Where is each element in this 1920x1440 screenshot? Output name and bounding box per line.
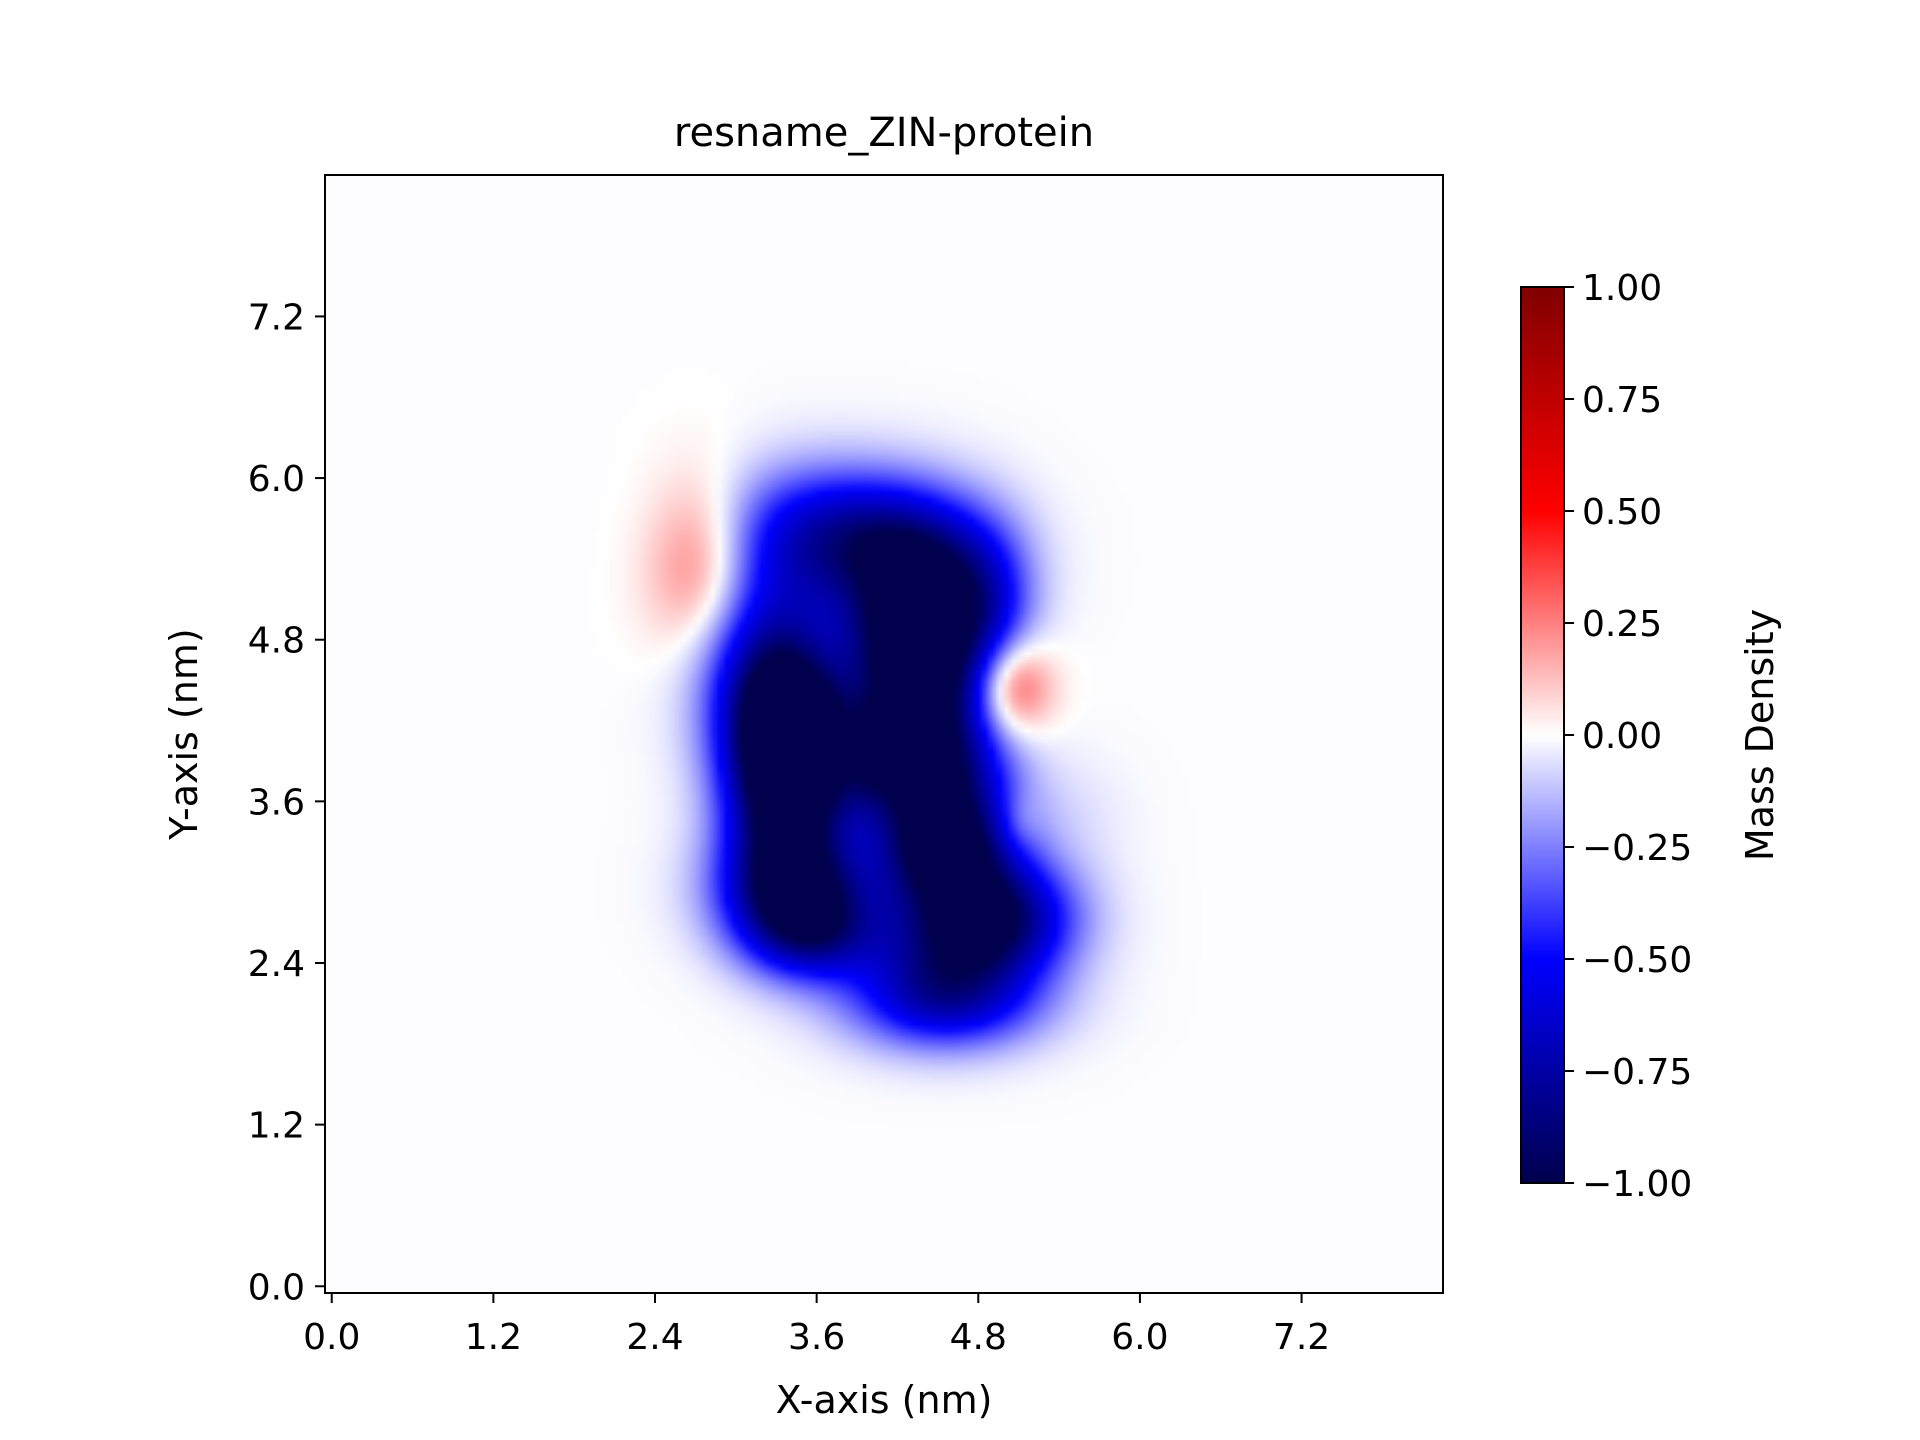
colorbar-tick-label: −0.75 [1582,1052,1692,1093]
y-tick-label: 2.4 [248,944,305,985]
colorbar-tick-label: 0.50 [1582,492,1662,533]
x-tick-label: 7.2 [1273,1317,1330,1358]
density-map [325,175,1443,1293]
x-tick-label: 1.2 [465,1317,522,1358]
x-tick-label: 4.8 [950,1317,1007,1358]
colorbar-tick-label: 0.25 [1582,604,1662,645]
y-tick-label: 1.2 [248,1106,305,1147]
colorbar-tick-label: −1.00 [1582,1164,1692,1205]
chart-title: resname_ZIN-protein [674,110,1094,156]
colorbar-label: Mass Density [1738,609,1782,861]
x-axis: 0.0 1.2 2.4 3.6 4.8 6.0 7.2 [303,1293,1330,1358]
y-axis-label: Y-axis (nm) [162,628,206,840]
x-tick-label: 3.6 [788,1317,845,1358]
y-axis: 0.0 1.2 2.4 3.6 4.8 6.0 7.2 [248,297,325,1308]
y-tick-label: 7.2 [248,297,305,338]
y-tick-label: 3.6 [248,782,305,823]
y-tick-label: 0.0 [248,1267,305,1308]
y-tick-label: 4.8 [248,621,305,662]
colorbar: 1.00 0.75 0.50 0.25 0.00 −0.25 −0.50 −0.75 −1.00… [1520,268,1782,1205]
x-tick-label: 6.0 [1111,1317,1168,1358]
x-axis-label: X-axis (nm) [776,1378,993,1422]
y-tick-label: 6.0 [248,459,305,500]
colorbar-gradient [1520,286,1565,1184]
plot-area [324,174,1444,1294]
colorbar-ticks: 1.00 0.75 0.50 0.25 0.00 −0.25 −0.50 −0.75 −1.00 [1564,268,1692,1205]
colorbar-tick-label: −0.25 [1582,828,1692,869]
plot-frame [324,174,1444,1294]
colorbar-tick-label: 1.00 [1582,268,1662,309]
x-tick-label: 2.4 [626,1317,683,1358]
density-layer [325,175,1443,1293]
colorbar-tick-label: −0.50 [1582,940,1692,981]
colorbar-tick-label: 0.00 [1582,716,1662,757]
colorbar-tick-label: 0.75 [1582,380,1662,421]
x-tick-label: 0.0 [303,1317,360,1358]
